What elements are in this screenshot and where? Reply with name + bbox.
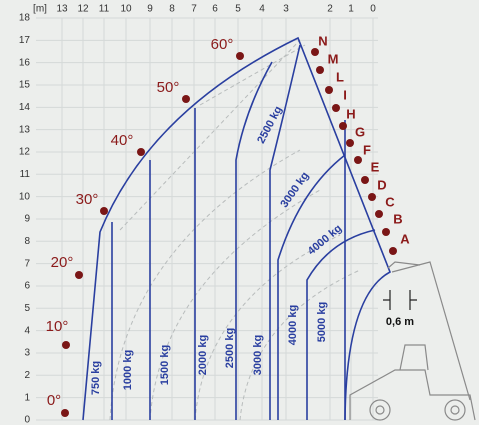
x-axis-label: [m]: [33, 4, 47, 15]
load-label: 2000 kg: [197, 335, 209, 375]
point-label: E: [371, 159, 380, 174]
angle-label: 30°: [76, 191, 99, 208]
x-axis-label: 7: [191, 4, 197, 15]
point-label: A: [400, 231, 410, 246]
load-label: 3000 kg: [252, 335, 264, 375]
y-axis-label: 1: [24, 392, 30, 403]
y-axis-label: 11: [20, 169, 31, 180]
dimension-label: 0,6 m: [386, 316, 414, 328]
x-axis-label: 2: [327, 4, 333, 15]
load-curve-label: 3000 kg: [278, 170, 311, 210]
y-axis-label: 18: [19, 13, 31, 24]
y-axis-label: 16: [19, 57, 31, 68]
angle-point: [182, 95, 190, 103]
angle-label: 20°: [51, 254, 74, 271]
y-axis-label: 3: [24, 348, 30, 359]
angle-point: [236, 52, 244, 60]
angle-label: 40°: [111, 132, 134, 149]
reach-point: [339, 122, 347, 130]
reach-point: [354, 156, 362, 164]
load-label: 1500 kg: [159, 345, 171, 385]
point-label: M: [328, 51, 339, 66]
x-axis-label: 4: [259, 4, 265, 15]
x-axis-label: 3: [283, 4, 289, 15]
load-curve-label: 4000 kg: [306, 222, 345, 257]
reach-point: [375, 210, 383, 218]
telehandler: [349, 261, 476, 421]
grid: [36, 17, 378, 421]
load-label: 5000 kg: [316, 302, 328, 342]
point-label: B: [393, 211, 402, 226]
y-axis-label: 8: [24, 236, 30, 247]
point-label: C: [385, 194, 395, 209]
x-axis-label: 12: [77, 4, 89, 15]
point-label: G: [355, 124, 365, 139]
point-label: D: [377, 177, 386, 192]
x-axis-label: 9: [147, 4, 153, 15]
x-axis-label: 1: [348, 4, 354, 15]
reach-point: [361, 176, 369, 184]
angle-label: 10°: [46, 318, 69, 335]
x-axis-label: 13: [56, 4, 68, 15]
angle-label: 0°: [47, 392, 61, 409]
reach-point: [389, 247, 397, 255]
point-label: L: [336, 69, 344, 84]
point-label: I: [343, 87, 347, 102]
load-label: 4000 kg: [287, 305, 299, 345]
y-axis-label: 14: [19, 102, 31, 113]
angle-label: 50°: [157, 79, 180, 96]
angle-point: [75, 271, 83, 279]
y-axis-label: 15: [19, 80, 31, 91]
point-label: F: [363, 142, 371, 157]
y-axis-label: 9: [24, 214, 30, 225]
load-label: 2500 kg: [224, 328, 236, 368]
reach-point: [311, 48, 319, 56]
y-axis-label: 6: [24, 281, 30, 292]
reach-point: [368, 193, 376, 201]
y-axis-label: 7: [24, 258, 30, 269]
x-axis-label: 6: [212, 4, 218, 15]
x-axis-label: 0: [370, 4, 376, 15]
load-label: 1000 kg: [122, 350, 134, 390]
x-axis-label: 5: [235, 4, 241, 15]
angle-point: [137, 148, 145, 156]
angle-point: [61, 409, 69, 417]
reach-point: [316, 66, 324, 74]
x-axis-label: 10: [120, 4, 132, 15]
y-axis-label: 2: [24, 370, 30, 381]
reach-point: [332, 104, 340, 112]
x-axis-label: 8: [169, 4, 175, 15]
point-label: N: [318, 33, 327, 48]
angle-label: 60°: [211, 36, 234, 53]
angle-point: [100, 207, 108, 215]
y-axis-label: 10: [19, 191, 31, 202]
envelope: [82, 36, 392, 421]
load-label: 750 kg: [90, 361, 102, 395]
y-axis-label: 12: [19, 147, 31, 158]
y-axis-label: 17: [19, 35, 31, 46]
reach-point: [382, 228, 390, 236]
y-axis-label: 4: [24, 325, 30, 336]
load-curve-label: 2500 kg: [255, 104, 285, 145]
angle-point: [62, 341, 70, 349]
y-axis-label: 5: [24, 303, 30, 314]
y-axis-label: 0: [24, 415, 30, 425]
point-label: H: [346, 106, 355, 121]
x-axis-label: 11: [99, 4, 110, 15]
y-axis-label: 13: [19, 124, 31, 135]
reach-point: [325, 86, 333, 94]
reach-point: [346, 139, 354, 147]
